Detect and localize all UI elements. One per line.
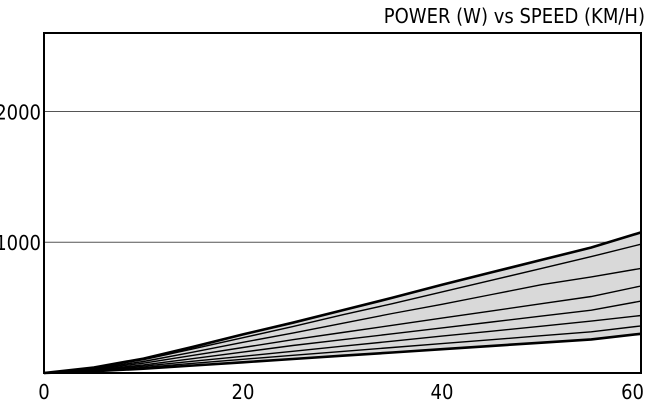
series-line-2 xyxy=(43,267,642,374)
y-tick-label: 1000 xyxy=(0,231,41,255)
x-axis-ticks: 0 20 40 60 xyxy=(38,380,644,402)
x-tick-label: 60 xyxy=(621,380,644,402)
series-line-4 xyxy=(43,300,642,374)
shaded-band xyxy=(44,232,641,373)
series-line-5 xyxy=(43,314,642,374)
y-axis-ticks: 1000 2000 xyxy=(0,100,41,255)
x-tick-label: 0 xyxy=(38,380,49,402)
y-tick-label: 2000 xyxy=(0,100,41,124)
series-line-7 xyxy=(43,332,642,375)
series-layer xyxy=(43,231,642,375)
grid-layer xyxy=(44,110,641,243)
chart-title: POWER (W) vs SPEED (KM/H) xyxy=(384,4,645,28)
plot-frame xyxy=(43,32,642,374)
series-line-8 xyxy=(43,231,642,375)
band-layer xyxy=(44,232,641,373)
x-tick-label: 40 xyxy=(431,380,454,402)
x-tick-label: 20 xyxy=(232,380,255,402)
series-line-3 xyxy=(43,285,642,374)
